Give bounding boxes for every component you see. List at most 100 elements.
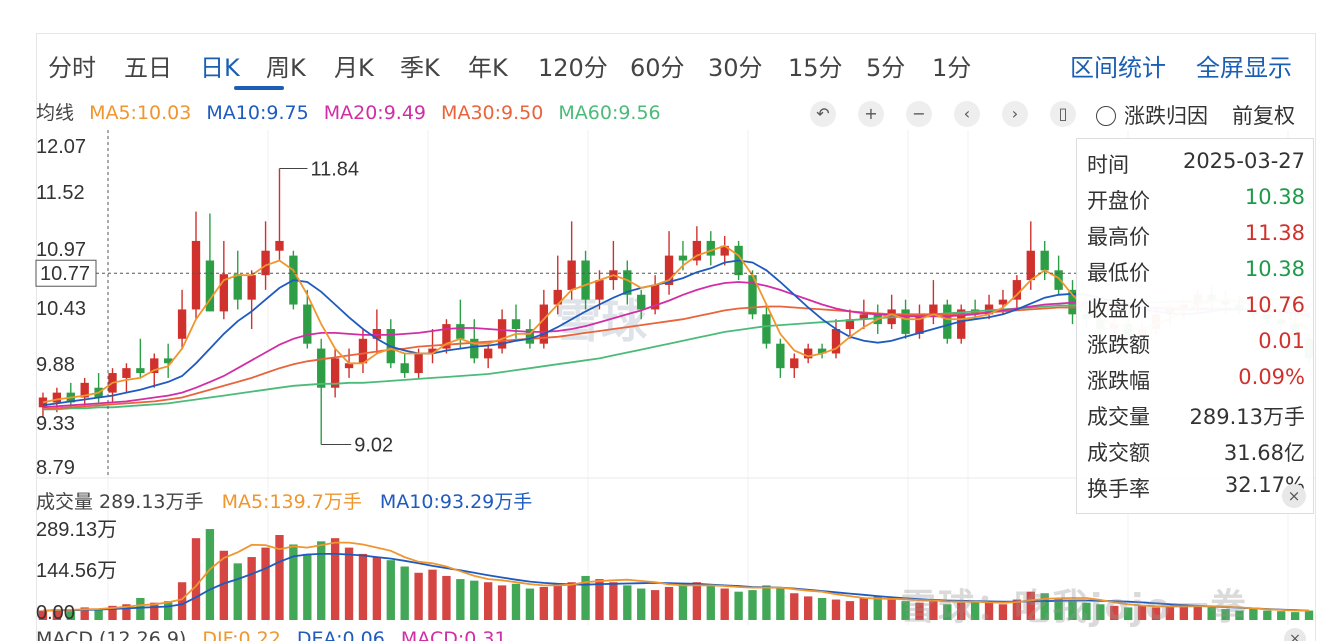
candle-body [219,274,228,312]
macd-close-icon[interactable]: × [1284,628,1306,641]
next-icon[interactable]: › [1002,101,1028,127]
volume-bar [1304,610,1314,620]
volume-bar [1012,599,1022,620]
tab-120min[interactable]: 120分 [538,54,608,82]
volume-bar [525,588,535,620]
volume-bar [1263,610,1272,620]
volume-bar [164,601,173,620]
prev-icon[interactable]: ‹ [954,101,980,127]
undo-icon[interactable]: ↶ [810,101,836,127]
volume-bar [748,590,757,620]
watermark-bottom: 雪球：吃我jojo一拳 [900,587,1249,628]
info-row-low: 最低价 10.38 [1087,257,1305,291]
candle-body [804,348,813,359]
volume-bar [831,599,841,620]
tab-daily-k[interactable]: 日K [200,54,240,82]
volume-bar [511,583,521,620]
tab-fenshi[interactable]: 分时 [48,54,96,82]
candle-body [205,260,215,312]
price-tick-label: 10.43 [36,298,86,320]
volume-ma10-label: MA10:93.29万手 [379,491,533,513]
candle-body [52,392,62,403]
candle-body [915,314,924,334]
candle-body [817,348,827,354]
volume-bar [344,547,354,620]
volume-bar [1137,605,1147,620]
candle-body [275,240,284,251]
candle-body [678,255,688,261]
volume-ma5-line [42,541,1309,612]
volume-bar [470,580,479,620]
volume-bar [1054,597,1063,620]
volume-tick-label: 0.00 [36,602,75,624]
volume-bar [1096,604,1105,620]
candle-body [261,250,270,276]
volume-bar [734,591,743,620]
zoom-in-icon[interactable]: + [858,101,884,127]
info-key: 收盘价 [1087,297,1150,321]
info-value: 0.01 [1258,329,1305,353]
candle-body [664,255,674,285]
candle-body [957,309,966,339]
volume-bar [442,575,451,620]
tab-60min[interactable]: 60分 [630,54,685,82]
volume-bar [150,602,159,620]
dea-label: DEA:0.06 [296,628,385,641]
volume-bar [219,550,228,620]
ma-legend: 均线 MA5:10.03 MA10:9.75 MA20:9.49 MA30:9.… [36,98,670,124]
tab-weekly-k[interactable]: 周K [266,54,306,82]
close-icon[interactable]: × [1282,484,1306,508]
tab-monthly-k[interactable]: 月K [334,54,374,82]
tab-quarterly-k[interactable]: 季K [400,54,440,82]
info-value: 31.68亿 [1223,441,1305,465]
candle-body [358,338,368,364]
volume-bar [1221,608,1230,620]
volume-bar [1082,602,1091,620]
macd-legend: MACD (12,26,9) DIF:0.22 DEA:0.06 MACD:0.… [36,628,517,641]
candle-body [1026,250,1035,281]
volume-bar [122,604,131,620]
volume-bar [372,557,382,620]
volume-bar [330,538,340,620]
volume-bar [623,585,632,620]
dif-label: DIF:0.22 [202,628,281,641]
volume-bar [720,588,729,620]
volume-bar [136,597,145,620]
candle-body [595,280,604,300]
attribution-radio[interactable] [1096,106,1116,126]
attribution-label[interactable]: 涨跌归因 [1124,104,1208,128]
fullscreen-link[interactable]: 全屏显示 [1196,54,1292,82]
volume-bar [1290,612,1300,620]
tab-15min[interactable]: 15分 [788,54,843,82]
volume-bar [191,538,201,620]
volume-tick-label: 144.56万 [36,560,117,582]
volume-bar [706,585,715,620]
info-key: 涨跌幅 [1087,369,1150,393]
volume-bar [484,582,493,620]
zoom-out-icon[interactable]: − [906,101,932,127]
tab-yearly-k[interactable]: 年K [468,54,508,82]
volume-bar [456,579,465,620]
adjust-mode-label[interactable]: 前复权 [1232,104,1295,128]
tab-30min[interactable]: 30分 [708,54,763,82]
price-tick-label: 11.52 [36,182,85,204]
volume-bar [177,582,187,620]
tab-wuri[interactable]: 五日 [124,54,172,82]
candle-style-icon[interactable]: ▯ [1050,101,1076,127]
interval-stats-link[interactable]: 区间统计 [1070,54,1166,82]
candle-body [372,329,382,339]
volume-bar [386,560,395,620]
candle-body [511,319,521,330]
candle-body [122,368,131,378]
tab-1min[interactable]: 1分 [932,54,972,82]
volume-bar [94,609,103,620]
info-value: 2025-03-27 [1182,149,1305,173]
tab-5min[interactable]: 5分 [866,54,906,82]
volume-bar [957,602,966,620]
volume-bar [678,583,688,620]
volume-bar [1179,604,1188,620]
volume-bar [275,535,284,620]
candle-body [720,245,729,256]
volume-bar [984,602,994,620]
